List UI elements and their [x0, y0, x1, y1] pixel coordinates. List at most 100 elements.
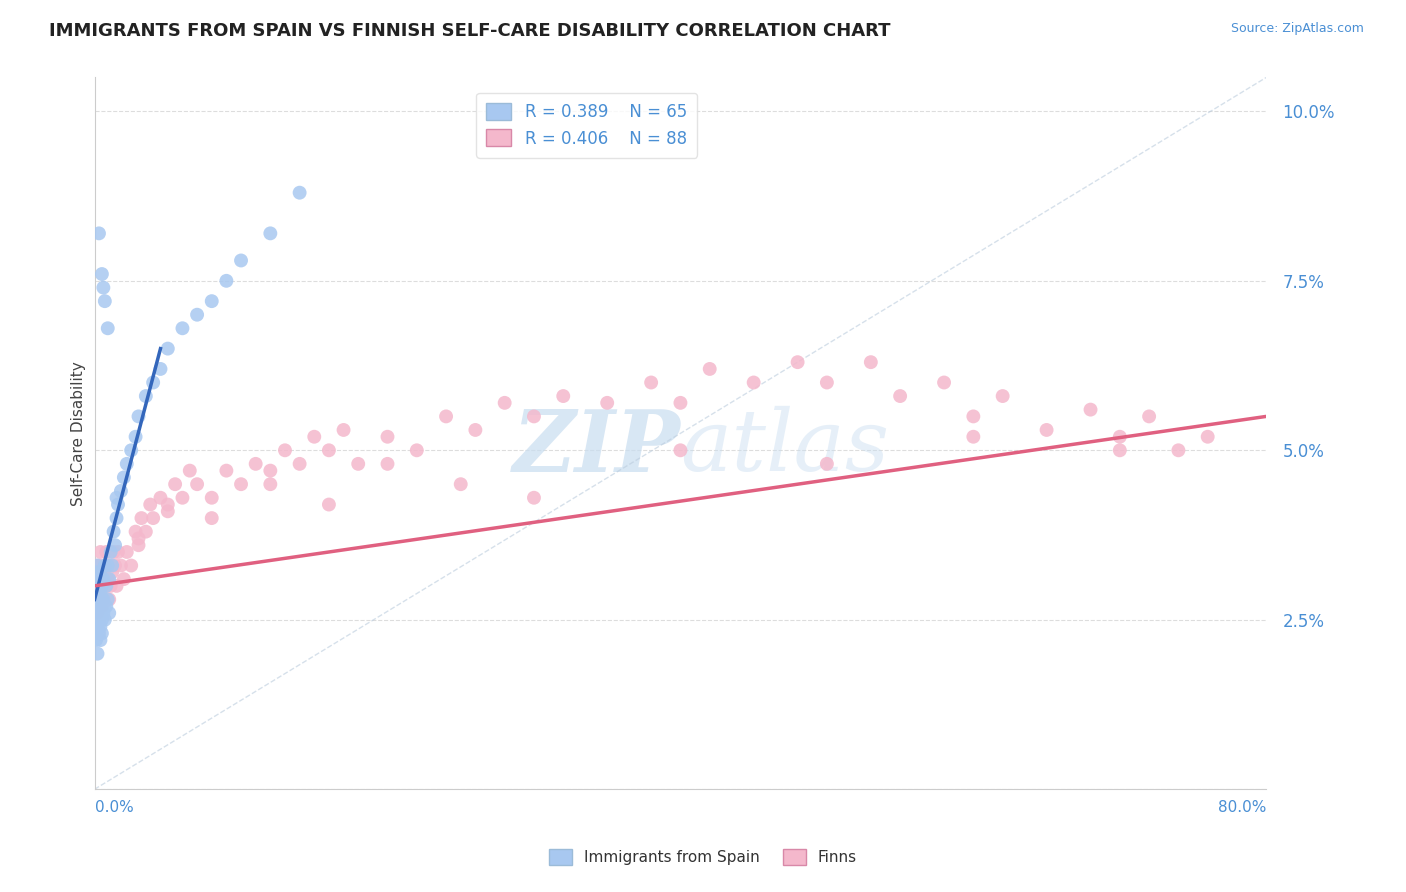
Point [464, 423, 486, 437]
Point [94, 558, 117, 573]
Point [96, 579, 118, 593]
Point [97, 572, 120, 586]
Point [103, 545, 125, 559]
Point [245, 457, 267, 471]
Point [1137, 409, 1160, 424]
Point [90, 566, 112, 580]
Point [274, 443, 297, 458]
Point [156, 504, 179, 518]
Point [523, 491, 546, 505]
Point [494, 396, 516, 410]
Point [86, 606, 108, 620]
Point [215, 464, 238, 478]
Point [142, 511, 165, 525]
Point [98, 606, 121, 620]
Point [128, 538, 150, 552]
Point [96, 579, 118, 593]
Point [932, 376, 955, 390]
Point [128, 532, 150, 546]
Point [1108, 443, 1130, 458]
Point [149, 362, 172, 376]
Point [89, 599, 111, 614]
Point [101, 566, 124, 580]
Point [377, 457, 399, 471]
Point [259, 464, 281, 478]
Point [86, 572, 108, 586]
Point [89, 619, 111, 633]
Point [93, 572, 115, 586]
Point [115, 545, 138, 559]
Point [84, 592, 107, 607]
Point [84, 633, 107, 648]
Text: atlas: atlas [681, 406, 890, 489]
Point [98, 592, 121, 607]
Point [135, 389, 157, 403]
Point [377, 430, 399, 444]
Point [86, 585, 108, 599]
Point [304, 430, 326, 444]
Point [84, 566, 107, 580]
Point [201, 491, 224, 505]
Point [93, 280, 115, 294]
Point [103, 524, 125, 539]
Point [259, 477, 281, 491]
Text: 0.0%: 0.0% [94, 800, 134, 815]
Point [318, 498, 340, 512]
Point [156, 498, 179, 512]
Point [186, 308, 208, 322]
Point [86, 558, 108, 573]
Point [669, 396, 692, 410]
Point [786, 355, 808, 369]
Legend: R = 0.389    N = 65, R = 0.406    N = 88: R = 0.389 N = 65, R = 0.406 N = 88 [477, 93, 697, 158]
Point [962, 409, 984, 424]
Point [288, 457, 311, 471]
Point [93, 592, 115, 607]
Point [86, 599, 108, 614]
Point [124, 524, 146, 539]
Point [90, 599, 112, 614]
Point [89, 633, 111, 648]
Point [179, 464, 201, 478]
Point [96, 599, 118, 614]
Point [669, 443, 692, 458]
Point [135, 524, 157, 539]
Point [1080, 402, 1102, 417]
Point [815, 376, 838, 390]
Point [165, 477, 187, 491]
Point [94, 558, 117, 573]
Point [86, 647, 108, 661]
Point [405, 443, 427, 458]
Point [124, 430, 146, 444]
Point [98, 558, 121, 573]
Point [128, 409, 150, 424]
Point [1108, 430, 1130, 444]
Point [94, 294, 117, 309]
Point [156, 342, 179, 356]
Point [107, 545, 129, 559]
Point [97, 558, 120, 573]
Point [107, 498, 129, 512]
Text: Source: ZipAtlas.com: Source: ZipAtlas.com [1230, 22, 1364, 36]
Text: IMMIGRANTS FROM SPAIN VS FINNISH SELF-CARE DISABILITY CORRELATION CHART: IMMIGRANTS FROM SPAIN VS FINNISH SELF-CA… [49, 22, 891, 40]
Point [172, 321, 194, 335]
Point [93, 579, 115, 593]
Legend: Immigrants from Spain, Finns: Immigrants from Spain, Finns [543, 843, 863, 871]
Point [186, 477, 208, 491]
Point [93, 592, 115, 607]
Point [97, 321, 120, 335]
Point [229, 253, 252, 268]
Point [84, 558, 107, 573]
Point [90, 613, 112, 627]
Point [596, 396, 619, 410]
Point [101, 558, 124, 573]
Text: 80.0%: 80.0% [1218, 800, 1267, 815]
Point [991, 389, 1014, 403]
Point [889, 389, 911, 403]
Point [215, 274, 238, 288]
Point [120, 558, 142, 573]
Point [120, 443, 142, 458]
Point [640, 376, 662, 390]
Point [93, 606, 115, 620]
Point [105, 579, 128, 593]
Text: ZIP: ZIP [513, 406, 681, 490]
